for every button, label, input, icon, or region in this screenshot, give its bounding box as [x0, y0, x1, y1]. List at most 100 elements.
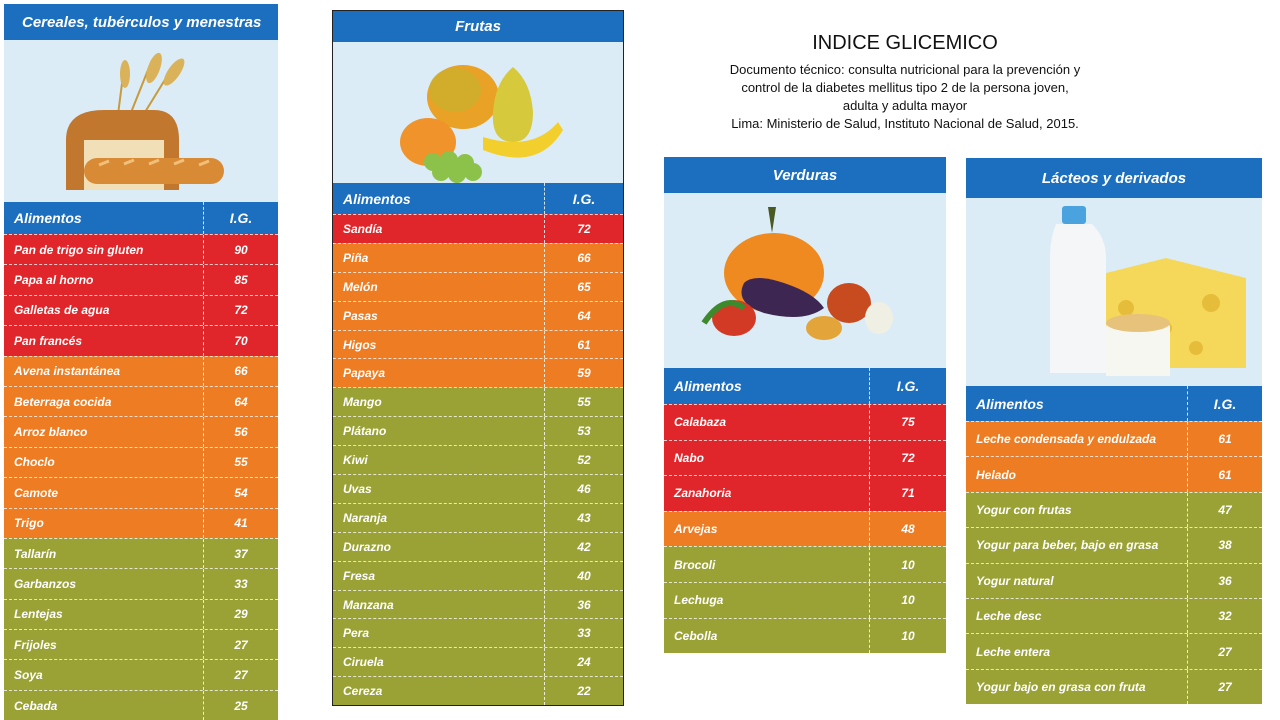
table-row: Pan de trigo sin gluten 90	[4, 234, 278, 265]
table-row: Piña 66	[333, 242, 623, 272]
food-name: Brocoli	[674, 557, 716, 572]
table-row: Lechuga 10	[664, 581, 946, 618]
panel-title: Verduras	[664, 157, 946, 193]
food-name: Leche entera	[976, 644, 1051, 659]
table-row: Pera 33	[333, 618, 623, 648]
table-row: Yogur bajo en grasa con fruta 27	[966, 668, 1262, 705]
food-name: Galletas de agua	[14, 303, 110, 318]
gi-value: 55	[203, 447, 278, 478]
table-row: Avena instantánea 66	[4, 355, 278, 386]
gi-value: 27	[1187, 634, 1262, 669]
food-name: Tallarín	[14, 546, 57, 561]
food-name: Arvejas	[674, 522, 718, 537]
header-food: Alimentos	[14, 210, 82, 226]
gi-value: 37	[203, 538, 278, 569]
food-name: Calabaza	[674, 415, 727, 430]
table-row: Choclo 55	[4, 446, 278, 478]
gi-value: 72	[203, 295, 278, 326]
food-name: Mango	[343, 395, 382, 410]
header-gi: I.G.	[203, 202, 278, 234]
food-name: Papaya	[343, 366, 386, 381]
table-body: Calabaza 75 Nabo 72 Zanahoria 71 Arvejas 48 Broc…	[664, 404, 946, 654]
gi-value: 66	[544, 243, 623, 272]
gi-value: 85	[203, 265, 278, 295]
gi-value: 32	[1187, 598, 1262, 634]
gi-value: 43	[544, 503, 623, 532]
food-name: Ciruela	[343, 655, 384, 670]
table-row: Tallarín 37	[4, 537, 278, 569]
gi-value: 10	[869, 618, 946, 654]
table-row: Mango 55	[333, 387, 623, 417]
table-body: Pan de trigo sin gluten 90 Papa al horno 85…	[4, 234, 278, 720]
food-name: Frijoles	[14, 637, 57, 652]
gi-value: 22	[544, 677, 623, 706]
food-name: Lentejas	[14, 607, 63, 622]
gi-value: 10	[869, 547, 946, 582]
food-name: Sandía	[343, 221, 383, 236]
table-row: Cebolla 10	[664, 617, 946, 654]
panel-cereales: Cereales, tubérculos y menestras Aliment…	[4, 4, 278, 720]
table-row: Leche desc 32	[966, 597, 1262, 634]
gi-value: 41	[203, 508, 278, 538]
food-name: Garbanzos	[14, 576, 77, 591]
info-block: INDICE GLICEMICO Documento técnico: cons…	[690, 32, 1120, 133]
gi-value: 64	[203, 386, 278, 417]
panel-title: Frutas	[333, 11, 623, 42]
food-name: Yogur con frutas	[976, 502, 1072, 517]
gi-value: 59	[544, 359, 623, 388]
food-name: Pasas	[343, 308, 378, 323]
food-name: Manzana	[343, 597, 394, 612]
gi-value: 56	[203, 417, 278, 447]
table-row: Calabaza 75	[664, 404, 946, 440]
food-name: Nabo	[674, 450, 704, 465]
food-name: Lechuga	[674, 593, 724, 608]
gi-value: 40	[544, 561, 623, 590]
gi-value: 90	[203, 235, 278, 265]
food-name: Pan francés	[14, 333, 83, 348]
table-header: Alimentos I.G.	[966, 386, 1262, 421]
food-name: Leche condensada y endulzada	[976, 432, 1157, 447]
food-name: Camote	[14, 485, 59, 500]
table-row: Melón 65	[333, 271, 623, 301]
gi-value: 75	[869, 405, 946, 440]
source-line-2: control de la diabetes mellitus tipo 2 d…	[741, 80, 1069, 95]
gi-value: 61	[1187, 457, 1262, 492]
food-name: Yogur bajo en grasa con fruta	[976, 679, 1146, 694]
gi-value: 36	[544, 590, 623, 619]
table-row: Brocoli 10	[664, 546, 946, 582]
vegetables-image	[664, 193, 946, 368]
food-name: Fresa	[343, 568, 376, 583]
gi-value: 54	[203, 478, 278, 508]
gi-value: 38	[1187, 528, 1262, 563]
food-name: Cereza	[343, 684, 383, 699]
gi-value: 36	[1187, 563, 1262, 598]
table-row: Ciruela 24	[333, 647, 623, 677]
gi-value: 71	[869, 476, 946, 511]
food-name: Leche desc	[976, 609, 1042, 624]
gi-value: 61	[544, 330, 623, 359]
table-row: Papa al horno 85	[4, 264, 278, 295]
table-row: Cebada 25	[4, 689, 278, 720]
gi-value: 42	[544, 532, 623, 561]
table-header: Alimentos I.G.	[333, 183, 623, 214]
source-line-4: Lima: Ministerio de Salud, Instituto Nac…	[731, 116, 1079, 131]
table-row: Nabo 72	[664, 439, 946, 476]
food-name: Naranja	[343, 510, 388, 525]
table-header: Alimentos I.G.	[4, 202, 278, 234]
fruits-image	[333, 42, 623, 183]
panel-title: Cereales, tubérculos y menestras	[4, 4, 278, 40]
gi-value: 61	[1187, 422, 1262, 457]
gi-value: 70	[203, 326, 278, 356]
food-name: Piña	[343, 250, 369, 265]
table-row: Arvejas 48	[664, 510, 946, 547]
gi-value: 27	[1187, 669, 1262, 705]
table-row: Lentejas 29	[4, 598, 278, 630]
food-name: Pan de trigo sin gluten	[14, 242, 144, 257]
food-name: Beterraga cocida	[14, 394, 112, 409]
table-row: Trigo 41	[4, 507, 278, 538]
food-name: Kiwi	[343, 453, 368, 468]
table-row: Uvas 46	[333, 474, 623, 503]
gi-value: 29	[203, 599, 278, 630]
table-row: Arroz blanco 56	[4, 416, 278, 447]
table-row: Sandía 72	[333, 214, 623, 243]
